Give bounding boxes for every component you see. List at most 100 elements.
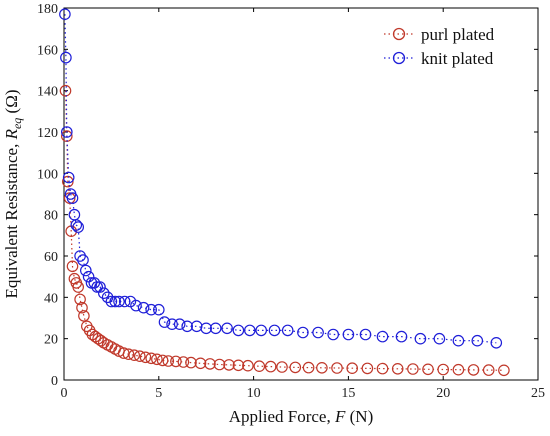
- data-point: [77, 254, 89, 266]
- y-tick-label: 60: [44, 250, 58, 265]
- data-point: [482, 364, 495, 376]
- data-point: [452, 334, 465, 347]
- data-point: [94, 281, 106, 293]
- data-point: [95, 334, 107, 347]
- data-point: [145, 303, 157, 316]
- data-point: [391, 362, 404, 375]
- y-tick-label: 180: [37, 2, 58, 17]
- data-point: [452, 363, 465, 376]
- data-point: [166, 318, 178, 330]
- data-point: [244, 324, 256, 337]
- data-point: [302, 361, 315, 374]
- data-point: [105, 295, 118, 308]
- data-point: [407, 363, 419, 375]
- y-tick-label: 20: [44, 333, 58, 348]
- data-point: [66, 260, 79, 273]
- y-axis-label: Equivalent Resistance, Req (Ω): [2, 89, 24, 298]
- data-point: [342, 328, 355, 341]
- y-tick-label: 120: [37, 126, 58, 141]
- data-point: [70, 219, 83, 231]
- data-point: [359, 328, 372, 341]
- legend: purl plated knit plated: [384, 25, 495, 68]
- data-point: [498, 364, 510, 377]
- data-point: [78, 310, 90, 322]
- data-point: [433, 332, 446, 345]
- data-point: [209, 322, 222, 335]
- data-point: [177, 356, 190, 368]
- data-point: [422, 363, 434, 376]
- axis-ticks: 0 5 10 15 20 25 0 20 40 60 80 100 120 140 160 180: [37, 2, 545, 401]
- data-point: [109, 295, 121, 308]
- plot-frame: [63, 7, 539, 381]
- data-point: [268, 324, 281, 337]
- data-point: [289, 361, 302, 374]
- data-point: [62, 171, 75, 184]
- y-tick-label: 100: [37, 167, 58, 182]
- data-point: [316, 361, 328, 374]
- data-point: [331, 362, 343, 374]
- data-point: [162, 355, 175, 367]
- data-point: [98, 287, 110, 299]
- x-tick-label: 10: [247, 386, 261, 401]
- y-tick-label: 40: [44, 291, 58, 306]
- data-point: [170, 355, 182, 368]
- data-point: [232, 359, 245, 372]
- y-tick-label: 160: [37, 43, 58, 58]
- data-point: [213, 358, 226, 371]
- data-point: [72, 281, 84, 293]
- data-point: [91, 281, 103, 293]
- data-point: [471, 334, 484, 347]
- data-point: [139, 351, 152, 364]
- legend-label-purl: purl plated: [421, 25, 495, 44]
- data-point: [190, 320, 203, 333]
- data-point: [158, 316, 171, 328]
- series-layer: [59, 8, 510, 377]
- data-point: [173, 318, 186, 330]
- y-tick-label: 80: [44, 209, 58, 224]
- data-point: [118, 295, 131, 308]
- data-point: [185, 356, 197, 369]
- data-point: [276, 361, 288, 373]
- data-point: [130, 299, 142, 312]
- data-point: [437, 363, 449, 376]
- data-point: [264, 360, 277, 373]
- data-point: [346, 362, 358, 374]
- data-point: [200, 322, 212, 335]
- data-point: [153, 303, 165, 316]
- data-point: [297, 326, 309, 339]
- data-point: [68, 208, 81, 221]
- data-point: [395, 330, 408, 343]
- data-point: [76, 301, 88, 314]
- legend-label-knit: knit plated: [421, 49, 494, 68]
- data-point: [376, 362, 389, 375]
- data-point: [327, 328, 339, 341]
- data-point: [242, 359, 254, 372]
- data-point: [113, 295, 125, 308]
- legend-marker-knit: [392, 51, 406, 65]
- data-point: [221, 322, 233, 335]
- data-point: [490, 336, 503, 349]
- data-point: [204, 358, 216, 370]
- series-line-0: [64, 90, 504, 371]
- data-point: [92, 332, 104, 345]
- data-point: [255, 324, 267, 337]
- x-tick-label: 25: [531, 386, 545, 401]
- data-point: [156, 354, 169, 367]
- data-point: [281, 324, 294, 337]
- data-point: [223, 359, 235, 371]
- y-tick-label: 140: [37, 85, 58, 100]
- data-point: [122, 348, 135, 360]
- data-point: [194, 357, 207, 370]
- data-point: [137, 301, 150, 314]
- x-tick-label: 0: [61, 386, 68, 401]
- x-tick-label: 5: [155, 386, 162, 401]
- data-point: [61, 126, 73, 138]
- data-point: [74, 293, 86, 306]
- data-point: [128, 349, 140, 361]
- y-tick-label: 0: [51, 374, 58, 389]
- data-point: [63, 192, 76, 204]
- data-point: [145, 352, 157, 365]
- data-point: [232, 324, 245, 337]
- data-point: [414, 332, 427, 345]
